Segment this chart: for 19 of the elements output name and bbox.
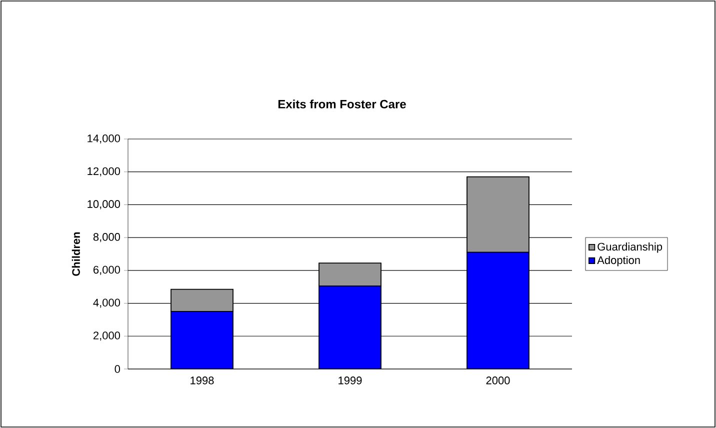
bar [170, 311, 234, 369]
y-tick-label: 2,000 [93, 332, 120, 341]
y-tick-label: 14,000 [88, 134, 120, 144]
x-tick-label: 1998 [190, 376, 214, 384]
y-tick-label: 0 [114, 365, 120, 373]
x-tick-label: 1999 [338, 376, 362, 384]
x-tick-label: 2000 [486, 376, 510, 384]
y-tick-label: 10,000 [88, 200, 120, 210]
bar [466, 252, 530, 369]
y-tick-label: 6,000 [94, 266, 120, 275]
y-tick-label: 8,000 [93, 233, 120, 242]
legend-label: Guardianship [598, 242, 662, 253]
y-axis-title: Children [72, 232, 80, 276]
chart-title: Exits from Foster Care [278, 100, 406, 108]
bar [318, 286, 382, 369]
legend-label: Adoption [597, 256, 640, 266]
y-tick-label: 12,000 [88, 167, 120, 176]
bar [318, 262, 382, 286]
y-tick-label: 4,000 [93, 298, 120, 308]
